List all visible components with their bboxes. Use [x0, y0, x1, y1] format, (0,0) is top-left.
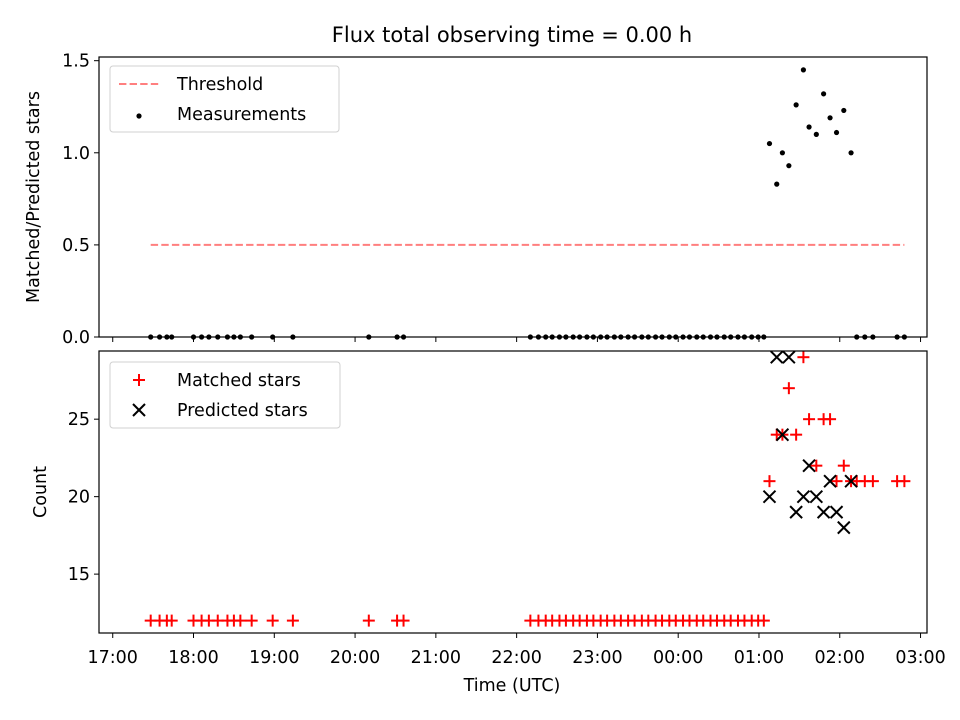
counts-y-tick-label: 15	[68, 565, 90, 585]
measurement-point	[774, 181, 780, 187]
matched-star-point	[790, 428, 803, 441]
matched-star-point	[397, 614, 410, 627]
matched-star-point	[830, 475, 843, 488]
predicted-star-point	[770, 350, 784, 364]
matched-star-point	[763, 475, 776, 488]
predicted-star-point	[809, 489, 824, 504]
matched-star-point	[803, 413, 816, 426]
matched-star-point	[757, 614, 770, 627]
predicted-star-point	[823, 474, 837, 488]
counts-x-tick-label: 20:00	[330, 648, 380, 668]
counts-x-tick-label: 21:00	[411, 648, 461, 668]
predicted-star-point	[829, 505, 844, 519]
measurement-point	[821, 91, 827, 97]
measurement-point	[833, 129, 840, 136]
measurement-point	[813, 131, 819, 137]
counts-x-axis-label: Time (UTC)	[463, 676, 561, 696]
flux-panel: Flux total observing time = 0.00 h 0.00.…	[24, 23, 928, 348]
flux-y-tick-label: 1.0	[62, 144, 90, 164]
flux-chart-title: Flux total observing time = 0.00 h	[332, 23, 692, 47]
predicted-star-point	[816, 505, 831, 519]
counts-x-tick-label: 00:00	[653, 648, 703, 668]
flux-legend-frame	[109, 65, 340, 133]
matched-star-point	[266, 614, 279, 627]
predicted-star-point	[775, 427, 790, 442]
predicted-star-point	[789, 505, 803, 519]
measurement-point	[793, 102, 799, 108]
matched-star-point	[810, 459, 823, 472]
matched-star-point	[362, 614, 375, 627]
matched-star-point	[165, 614, 178, 627]
flux-plot-area: 0.0 0.5 1.0 1.5	[62, 52, 928, 348]
counts-x-tick-label: 01:00	[734, 648, 784, 668]
measurement-point	[806, 124, 812, 130]
matched-star-point	[797, 351, 810, 364]
matched-star-point	[824, 413, 837, 426]
flux-y-axis-label: Matched/Predicted stars	[24, 91, 44, 303]
matched-star-point	[898, 475, 911, 488]
counts-y-axis-label: Count	[31, 466, 51, 518]
predicted-star-point	[837, 520, 851, 535]
flux-axes-frame	[98, 56, 928, 338]
threshold-legend-label: Threshold	[176, 75, 263, 95]
counts-x-tick-label: 18:00	[168, 648, 218, 668]
predicted-star-point	[844, 474, 858, 488]
measurement-point	[779, 150, 786, 156]
measurement-point	[841, 107, 847, 114]
predicted-stars-legend-label: Predicted stars	[177, 401, 308, 421]
predicted-stars-legend-marker	[132, 403, 146, 417]
predicted-star-point	[782, 350, 796, 364]
counts-axes-frame	[98, 350, 928, 634]
counts-legend: Matched stars Predicted stars	[109, 361, 341, 429]
flux-y-tick-label: 0.5	[62, 236, 90, 256]
counts-panel: 15 20 25 17:00 18:00 19:00 20:00 21:00 22:00 23:0…	[31, 350, 946, 696]
counts-x-tick-label: 02:00	[815, 648, 865, 668]
matched-star-point	[866, 475, 879, 488]
matched-stars-legend-marker	[133, 374, 145, 386]
matched-star-point	[234, 614, 247, 627]
counts-y-tick-label: 25	[68, 410, 90, 430]
counts-x-tick-label: 23:00	[572, 648, 622, 668]
counts-x-tick-label: 22:00	[491, 648, 541, 668]
measurement-point	[848, 150, 854, 156]
counts-y-tick-label: 20	[68, 488, 90, 508]
measurements-legend-label: Measurements	[177, 105, 306, 125]
predicted-star-point	[762, 489, 777, 504]
predicted-star-point	[802, 458, 816, 473]
flux-y-tick-label: 0.0	[62, 328, 90, 348]
predicted-star-point	[796, 489, 811, 504]
matched-star-point	[837, 459, 850, 472]
counts-legend-frame	[109, 361, 341, 429]
flux-y-tick-label: 1.5	[62, 52, 90, 72]
measurement-point	[827, 115, 833, 121]
measurement-point	[766, 140, 773, 147]
measurements-legend-marker	[136, 113, 142, 119]
counts-x-tick-label: 19:00	[249, 648, 299, 668]
matched-star-point	[782, 382, 795, 395]
matched-star-point	[245, 614, 258, 627]
measurement-point	[786, 163, 792, 169]
matched-stars-legend-label: Matched stars	[177, 371, 301, 391]
flux-legend: Threshold Measurements	[109, 65, 340, 133]
measurement-point	[800, 67, 807, 73]
counts-x-tick-label: 03:00	[895, 648, 945, 668]
counts-x-tick-label: 17:00	[88, 648, 138, 668]
counts-plot-area: 15 20 25 17:00 18:00 19:00 20:00 21:00 22:00 23:0…	[68, 350, 946, 668]
matched-star-point	[286, 614, 299, 627]
